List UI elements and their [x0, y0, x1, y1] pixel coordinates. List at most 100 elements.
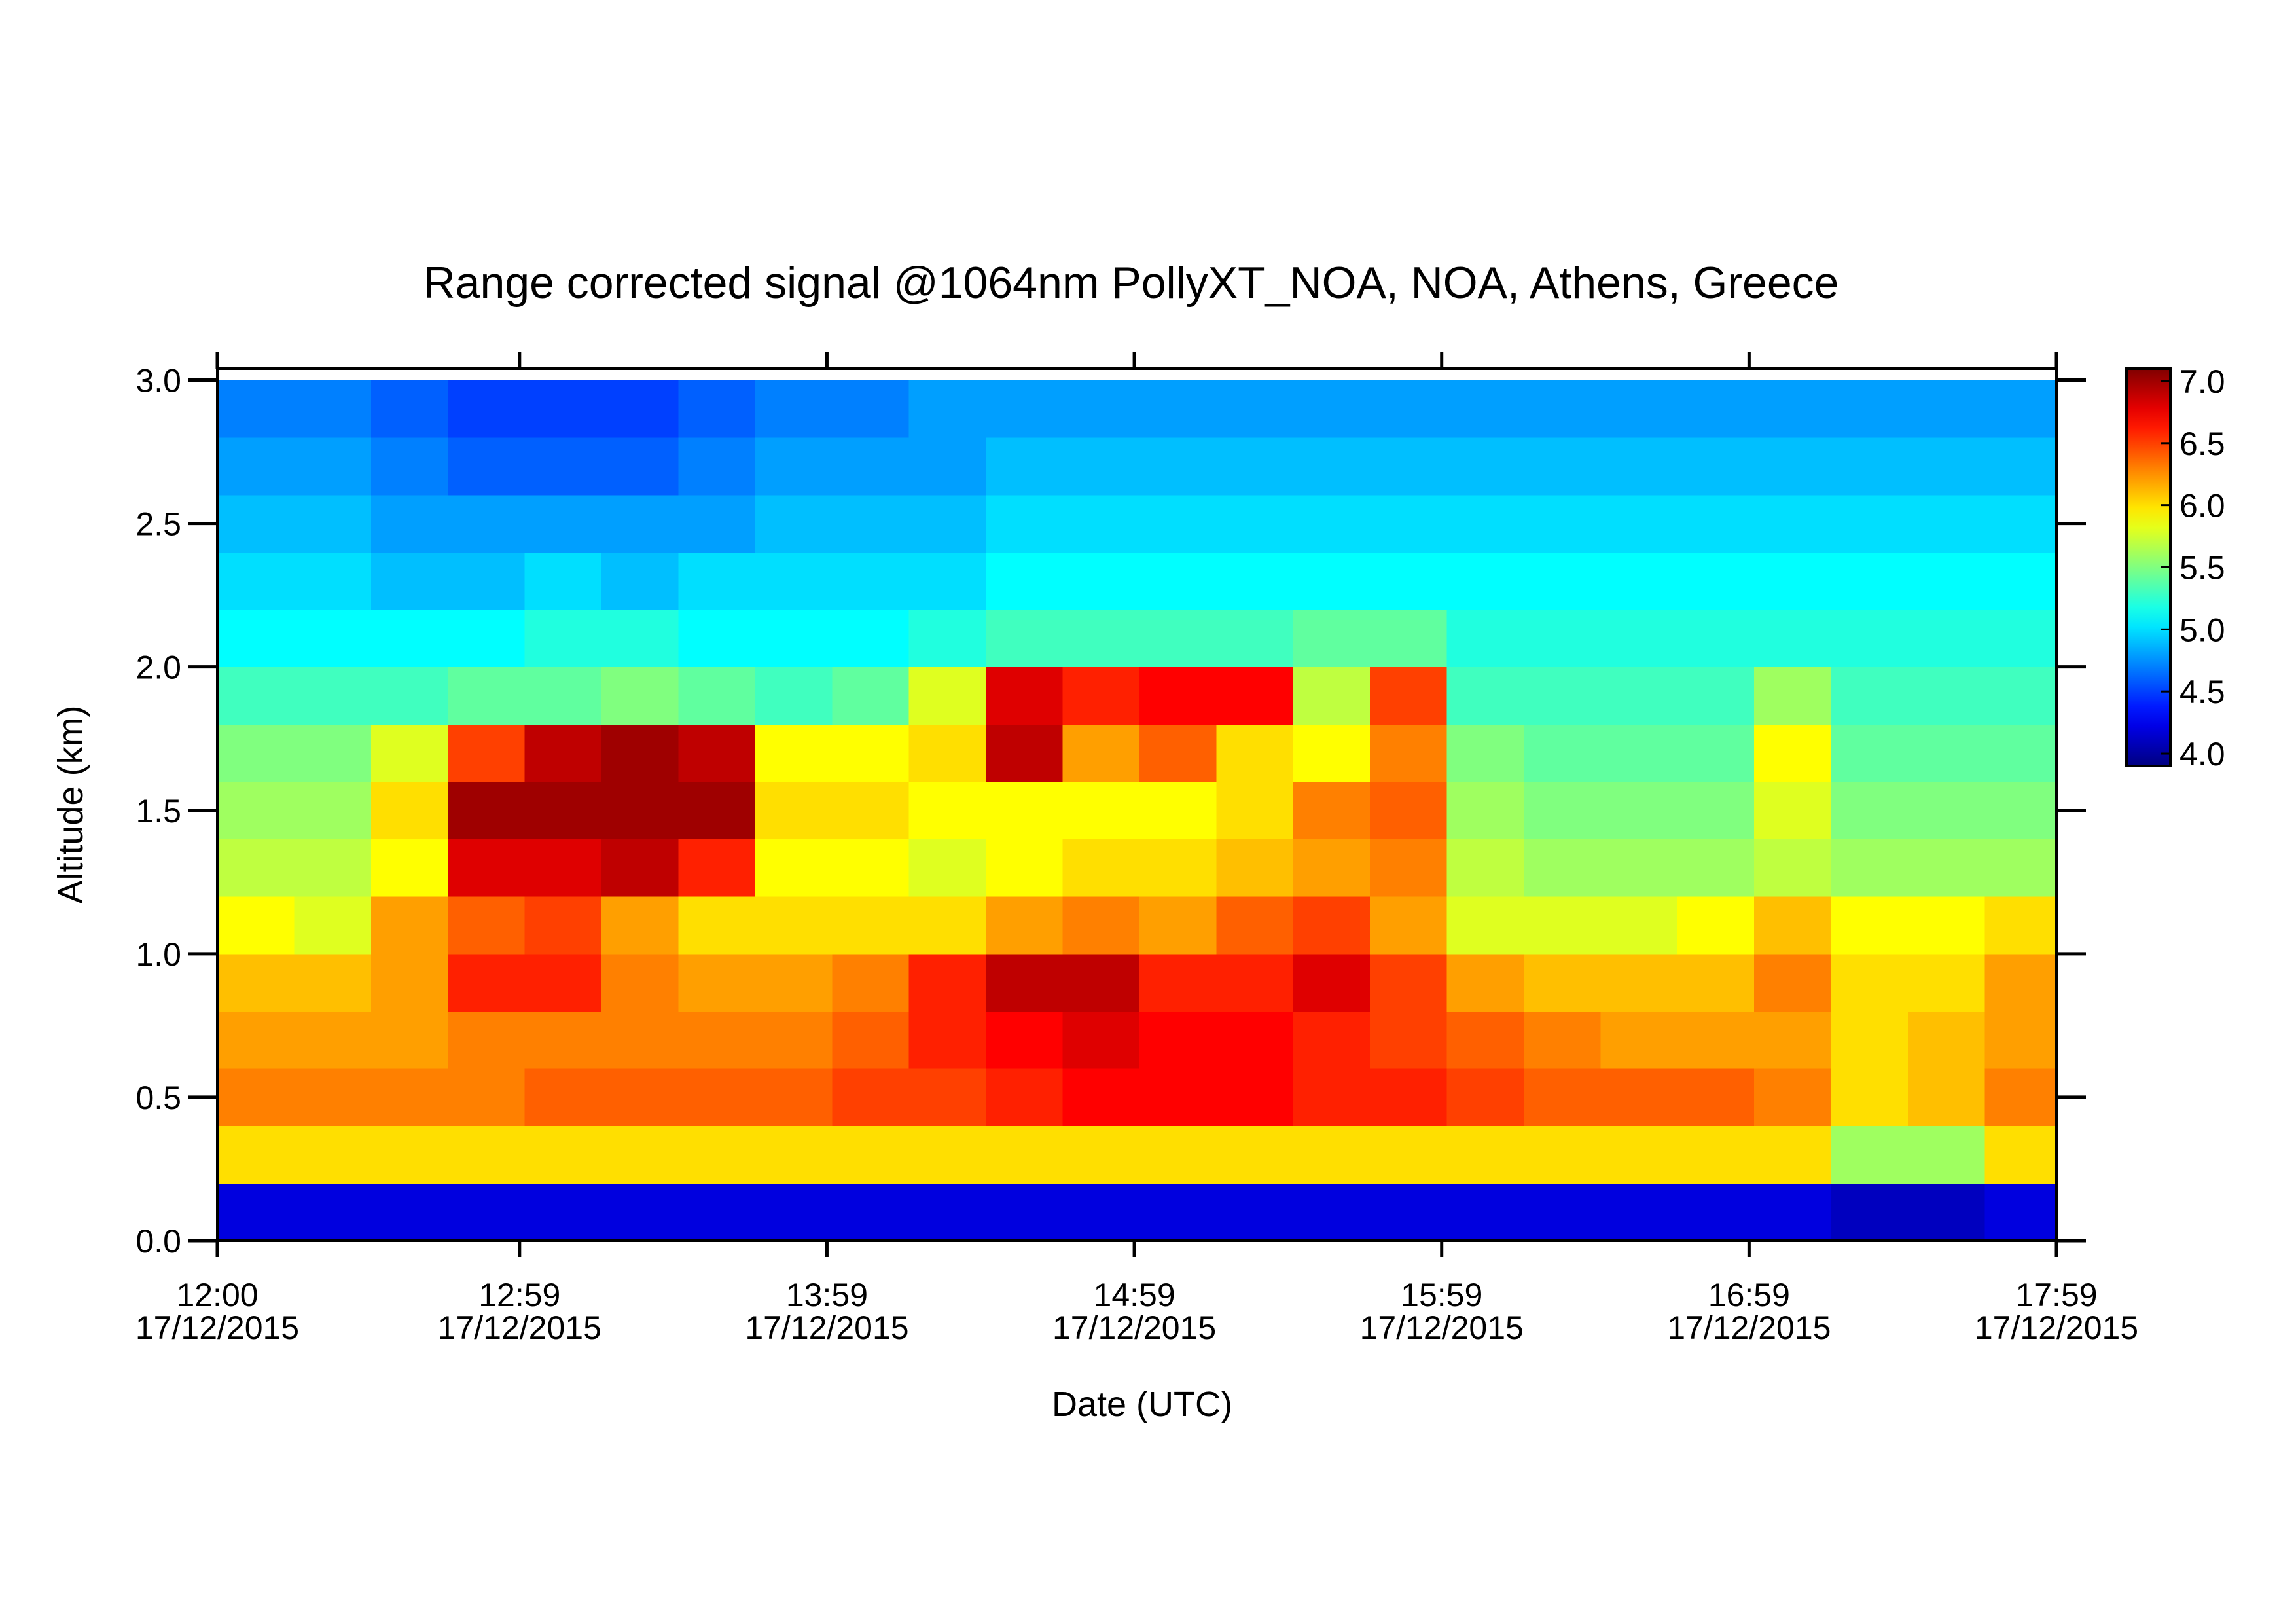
- heatmap-cell: [1446, 953, 1524, 1012]
- heatmap-cell: [448, 1011, 526, 1069]
- heatmap-cell: [1754, 494, 1832, 553]
- heatmap-cell: [986, 724, 1064, 782]
- heatmap-cell: [217, 1011, 295, 1069]
- y-tick-label: 1.5: [135, 793, 181, 830]
- heatmap-cell: [448, 610, 526, 668]
- heatmap-cell: [294, 1125, 372, 1184]
- heatmap-cell: [1600, 896, 1678, 955]
- heatmap-cell: [524, 380, 602, 438]
- heatmap-cell: [1062, 1125, 1140, 1184]
- heatmap-cell: [524, 724, 602, 782]
- heatmap-cell: [1984, 1011, 2057, 1069]
- heatmap-cell: [217, 839, 295, 897]
- heatmap-cell: [1600, 610, 1678, 668]
- heatmap-cell: [294, 494, 372, 553]
- heatmap-cell: [1831, 953, 1909, 1012]
- heatmap-cell: [1446, 610, 1524, 668]
- heatmap-cell: [1677, 552, 1755, 610]
- heatmap-cell: [601, 781, 679, 840]
- heatmap-cell: [1370, 953, 1448, 1012]
- heatmap-cell: [601, 896, 679, 955]
- heatmap: [217, 380, 2057, 1241]
- heatmap-cell: [832, 1011, 910, 1069]
- heatmap-cell: [294, 1068, 372, 1127]
- heatmap-cell: [294, 1011, 372, 1069]
- heatmap-cell: [1984, 839, 2057, 897]
- heatmap-cell: [1831, 1125, 1909, 1184]
- y-tick-label: 2.0: [135, 649, 181, 686]
- heatmap-cell: [1370, 839, 1448, 897]
- heatmap-cell: [908, 610, 986, 668]
- heatmap-cell: [908, 781, 986, 840]
- x-tick-label-date: 17/12/2015: [1975, 1309, 2138, 1346]
- heatmap-cell: [1216, 839, 1294, 897]
- heatmap-cell: [1523, 839, 1601, 897]
- heatmap-cell: [524, 1183, 602, 1241]
- heatmap-cell: [1831, 666, 1909, 725]
- heatmap-cell: [1062, 666, 1140, 725]
- heatmap-cell: [1677, 896, 1755, 955]
- heatmap-cell: [1216, 1183, 1294, 1241]
- heatmap-cell: [908, 1183, 986, 1241]
- heatmap-cell: [1446, 1183, 1524, 1241]
- heatmap-cell: [986, 1183, 1064, 1241]
- heatmap-cell: [1370, 781, 1448, 840]
- heatmap-cell: [1600, 724, 1678, 782]
- colorbar-tick-label: 7.0: [2179, 363, 2225, 400]
- heatmap-cell: [1984, 1125, 2057, 1184]
- heatmap-cell: [1062, 380, 1140, 438]
- y-tick-label: 0.5: [135, 1080, 181, 1116]
- heatmap-cell: [217, 896, 295, 955]
- heatmap-cell: [908, 896, 986, 955]
- heatmap-cell: [1908, 839, 1985, 897]
- heatmap-cell: [908, 494, 986, 553]
- heatmap-cell: [294, 437, 372, 496]
- heatmap-cell: [1984, 666, 2057, 725]
- heatmap-cell: [217, 437, 295, 496]
- heatmap-cell: [678, 724, 756, 782]
- x-tick-label: 12:00: [176, 1277, 258, 1313]
- heatmap-cell: [1062, 1011, 1140, 1069]
- heatmap-cell: [1523, 953, 1601, 1012]
- heatmap-cell: [1523, 1011, 1601, 1069]
- heatmap-cell: [1139, 380, 1217, 438]
- heatmap-cell: [1754, 896, 1832, 955]
- heatmap-cell: [294, 839, 372, 897]
- heatmap-cell: [217, 494, 295, 553]
- heatmap-cell: [601, 839, 679, 897]
- heatmap-cell: [370, 1068, 448, 1127]
- heatmap-cell: [832, 896, 910, 955]
- heatmap-cell: [1293, 552, 1371, 610]
- heatmap-cell: [678, 896, 756, 955]
- heatmap-cell: [1754, 380, 1832, 438]
- colorbar-tick-label: 5.5: [2179, 550, 2225, 587]
- heatmap-cell: [1677, 610, 1755, 668]
- heatmap-cell: [524, 1011, 602, 1069]
- heatmap-cell: [601, 1011, 679, 1069]
- heatmap-cell: [1754, 552, 1832, 610]
- heatmap-cell: [1139, 1011, 1217, 1069]
- heatmap-cell: [1754, 1011, 1832, 1069]
- heatmap-cell: [1831, 610, 1909, 668]
- heatmap-cell: [294, 724, 372, 782]
- heatmap-cell: [908, 437, 986, 496]
- x-tick-label: 13:59: [786, 1277, 868, 1313]
- heatmap-cell: [1523, 724, 1601, 782]
- heatmap-cell: [1062, 494, 1140, 553]
- heatmap-cell: [601, 1183, 679, 1241]
- heatmap-cell: [1831, 552, 1909, 610]
- heatmap-cell: [524, 494, 602, 553]
- heatmap-cell: [1600, 781, 1678, 840]
- heatmap-cell: [1984, 380, 2057, 438]
- heatmap-cell: [755, 1011, 833, 1069]
- heatmap-cell: [755, 380, 833, 438]
- heatmap-cell: [524, 781, 602, 840]
- heatmap-cell: [1062, 552, 1140, 610]
- heatmap-cell: [1677, 953, 1755, 1012]
- heatmap-cell: [832, 724, 910, 782]
- heatmap-cell: [1600, 380, 1678, 438]
- heatmap-cell: [294, 953, 372, 1012]
- heatmap-cell: [294, 896, 372, 955]
- heatmap-cell: [1831, 1183, 1909, 1241]
- heatmap-cell: [448, 1125, 526, 1184]
